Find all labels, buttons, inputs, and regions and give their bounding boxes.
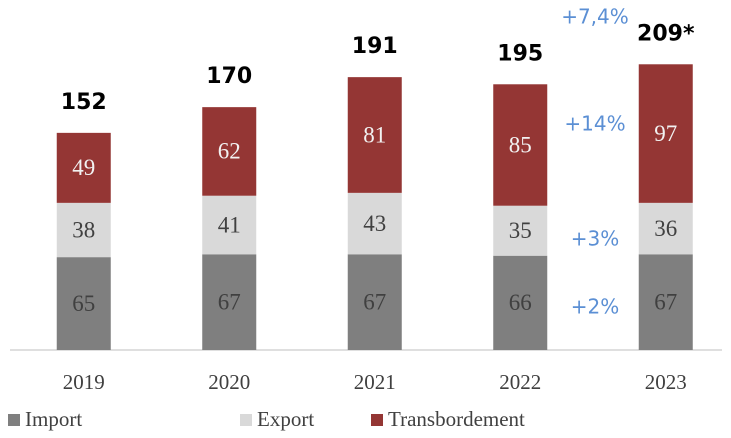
bar-segment bbox=[347, 254, 402, 350]
growth-annotation: +14% bbox=[564, 112, 625, 136]
growth-annotation: +3% bbox=[571, 227, 620, 251]
segment-label: 67 bbox=[363, 289, 386, 314]
total-label: 209* bbox=[637, 21, 695, 46]
legend-label: Export bbox=[257, 407, 314, 431]
x-tick-label: 2019 bbox=[63, 370, 105, 394]
segment-label: 62 bbox=[218, 139, 241, 164]
segment-label: 38 bbox=[72, 217, 95, 242]
legend-swatch bbox=[371, 414, 383, 426]
growth-annotation: +2% bbox=[571, 295, 620, 319]
bar-segment bbox=[202, 254, 257, 350]
segment-label: 97 bbox=[654, 121, 677, 146]
segment-label: 66 bbox=[509, 290, 532, 315]
bar-segment bbox=[493, 255, 548, 350]
bar-segment bbox=[56, 257, 111, 350]
bar-segment bbox=[638, 202, 693, 255]
legend-swatch bbox=[240, 414, 252, 426]
bar-segment bbox=[638, 64, 693, 203]
bar-segment bbox=[638, 254, 693, 350]
bar-segment bbox=[347, 77, 402, 193]
legend-swatch bbox=[8, 414, 20, 426]
segment-label: 41 bbox=[218, 212, 241, 237]
total-label: 191 bbox=[352, 34, 398, 59]
x-tick-label: 2023 bbox=[645, 370, 687, 394]
segment-label: 85 bbox=[509, 132, 532, 157]
segment-label: 81 bbox=[363, 122, 386, 147]
segment-label: 43 bbox=[363, 211, 386, 236]
x-tick-label: 2021 bbox=[354, 370, 396, 394]
growth-annotation: +7,4% bbox=[561, 5, 629, 29]
segment-label: 67 bbox=[654, 289, 677, 314]
total-label: 152 bbox=[61, 90, 107, 115]
bar-segment bbox=[493, 205, 548, 256]
bar-segment bbox=[202, 107, 257, 196]
x-tick-label: 2020 bbox=[208, 370, 250, 394]
bar-segment bbox=[493, 84, 548, 206]
legend-label: Import bbox=[25, 407, 82, 431]
bar-segment bbox=[347, 192, 402, 255]
segment-label: 35 bbox=[509, 218, 532, 243]
bar-segment bbox=[56, 132, 111, 203]
bar-segment bbox=[56, 202, 111, 258]
segment-label: 67 bbox=[218, 289, 241, 314]
segment-label: 65 bbox=[72, 291, 95, 316]
segment-label: 49 bbox=[72, 155, 95, 180]
x-tick-label: 2022 bbox=[499, 370, 541, 394]
total-label: 170 bbox=[206, 64, 252, 89]
bar-segment bbox=[202, 195, 257, 255]
segment-label: 36 bbox=[654, 216, 677, 241]
total-label: 195 bbox=[497, 41, 543, 66]
legend-label: Transbordement bbox=[388, 407, 525, 431]
